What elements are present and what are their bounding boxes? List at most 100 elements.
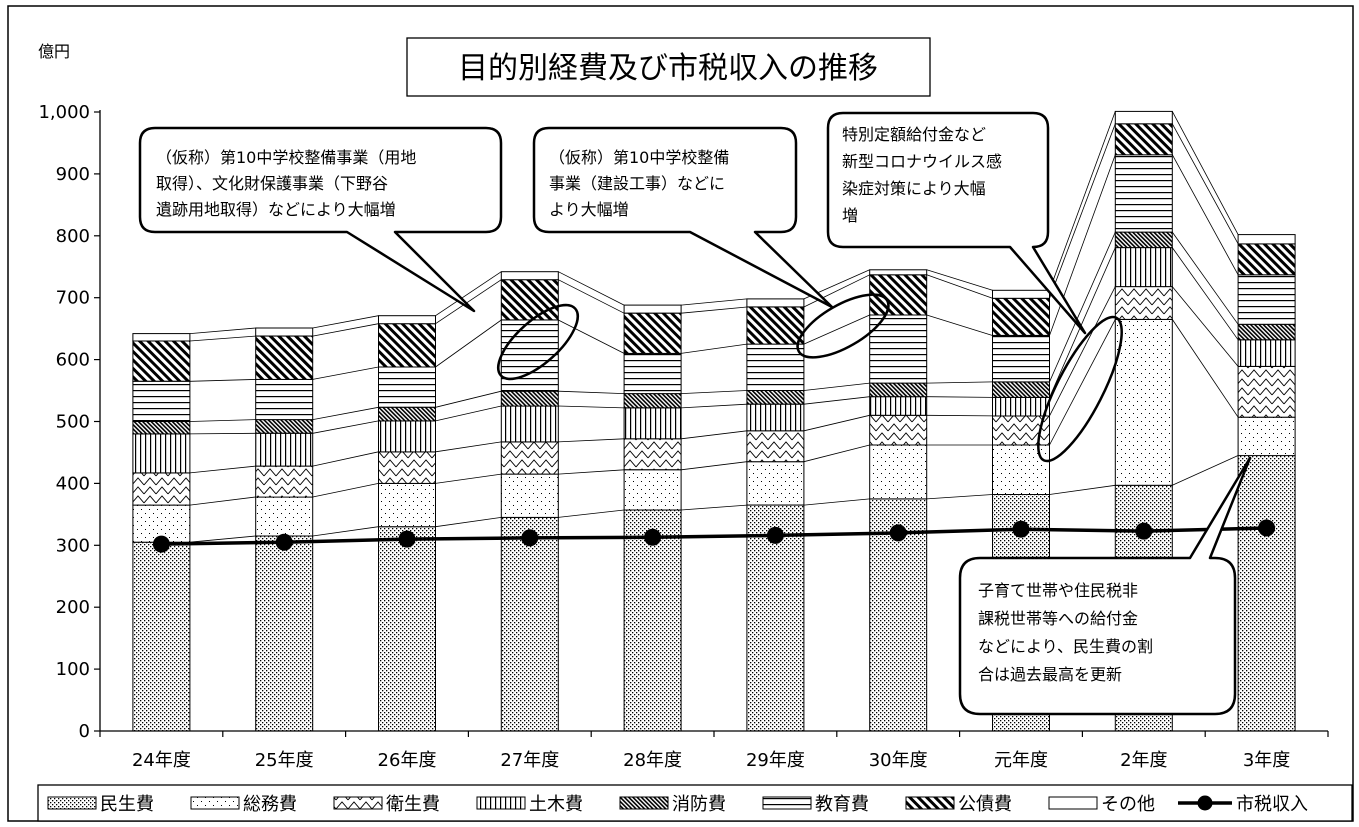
bar-9-segment-4 [1114,247,1173,288]
connector-6-7 [803,274,870,308]
bar-10-segment-2 [1237,416,1296,457]
callout-3-line-2: 新型コロナウイルス感 [842,152,1002,171]
legend-label-8: その他 [1101,794,1155,815]
callout-3-line-3: 染症対策により大幅 [842,179,986,198]
tax-revenue-point-7 [889,524,907,542]
bar-4-segment-6 [500,319,559,392]
connector-2-5 [312,406,379,420]
bar-6-segment-8 [746,298,805,308]
connector-7-8 [926,269,993,291]
connector-4-3 [558,438,625,443]
connector-2-1 [312,526,379,537]
bar-8-segment-4 [992,396,1050,417]
bar-10-segment-3 [1237,365,1296,418]
callout-4-line-1: 子育て世帯や住民税非 [978,581,1138,600]
connector-9-6 [1171,154,1239,275]
connector-8-7 [1049,123,1116,299]
tax-revenue-point-5 [644,528,662,546]
connector-2-4 [312,420,379,434]
bar-1-segment-6 [132,380,191,422]
connector-6-5 [803,382,870,391]
bar-9-segment-7 [1114,123,1173,156]
connector-1-7 [189,335,256,342]
bar-10-segment-4 [1237,339,1296,367]
connector-9-3 [1171,286,1239,367]
x-tick-label-8: 元年度 [994,750,1048,771]
connector-1-3 [189,465,256,474]
tax-revenue-point-2 [275,533,293,551]
y-tick-label-2: 200 [56,597,90,618]
highlight-ellipse-26-27 [497,303,579,381]
bar-4-segment-1 [500,516,559,732]
legend-swatch-1 [47,796,97,810]
bar-1-segment-1 [132,541,191,732]
connector-6-4 [803,396,870,405]
connector-4-5 [558,390,625,394]
callout-1-line-1: （仮称）第10中学校整備事業（用地 [156,148,416,167]
connector-8-5 [1049,231,1116,383]
connector-5-4 [681,403,747,409]
connector-2-7 [312,323,379,337]
bar-9-segment-8 [1114,110,1173,125]
connector-9-5 [1171,231,1239,325]
connector-8-4 [1049,247,1116,398]
bar-4-segment-3 [500,441,559,475]
connector-8-1 [1049,484,1116,495]
bar-7-segment-5 [869,382,928,398]
connector-4-6 [558,319,625,354]
connector-1-1 [189,535,256,543]
legend-label-tax-revenue: 市税収入 [1236,794,1308,815]
bar-5-segment-2 [623,469,682,511]
connector-6-3 [803,414,870,432]
x-tick-label-9: 2年度 [1120,750,1167,771]
bar-8-segment-2 [992,444,1050,495]
y-tick-label-1: 100 [56,659,90,680]
connector-8-3 [1049,286,1116,417]
connector-1-8 [189,327,256,334]
bar-5-segment-8 [623,304,682,314]
callout-3-line-1: 特別定額給付金など [842,125,986,144]
bar-5-segment-3 [623,438,682,471]
bar-8-segment-7 [992,297,1050,336]
connector-9-1 [1172,455,1239,486]
callout-2-line-3: より大幅増 [549,200,629,219]
bar-10-segment-7 [1237,243,1296,276]
bar-7-segment-2 [869,444,928,500]
legend-label-4: 土木費 [529,794,583,815]
legend-swatch-7 [905,796,955,810]
y-tick-label-3: 300 [56,535,90,556]
callout-4-line-4: 合は過去最高を更新 [978,665,1122,684]
bar-4-segment-2 [500,473,559,518]
callout-2-line-2: 事業（建設工事）などに [549,174,725,193]
callout-2-line-1: （仮称）第10中学校整備 [549,148,729,167]
bar-4-segment-7 [500,279,559,321]
bar-3-segment-3 [378,451,436,484]
connector-5-7 [681,306,747,314]
connector-7-6 [926,314,993,336]
callout-4-line-2: 課税世帯等への給付金 [978,609,1138,628]
bar-6-segment-6 [746,343,805,392]
bar-8-segment-5 [992,381,1050,398]
connector-4-8 [558,271,625,306]
connector-5-5 [681,390,747,394]
bar-9-segment-5 [1114,231,1173,249]
x-tick-label-5: 28年度 [623,750,682,771]
legend-label-1: 民生費 [100,794,154,815]
connector-2-8 [312,315,379,329]
connector-3-2 [435,473,502,484]
connector-8-8 [1049,111,1116,291]
connector-5-1 [681,504,747,511]
y-tick-label-5: 500 [56,412,90,433]
tax-revenue-point-3 [398,530,416,548]
bar-6-segment-5 [746,390,805,405]
bar-2-segment-8 [255,327,314,337]
bar-3-segment-8 [378,315,436,325]
tax-revenue-line-path [161,526,1267,546]
connector-3-1 [435,517,502,528]
bar-1-segment-4 [132,433,191,474]
legend-line-marker [1197,795,1213,811]
y-axis-unit-label: 億円 [38,42,70,61]
bar-10-segment-6 [1237,274,1296,325]
connector-1-5 [189,419,256,422]
connector-1-4 [189,432,256,435]
